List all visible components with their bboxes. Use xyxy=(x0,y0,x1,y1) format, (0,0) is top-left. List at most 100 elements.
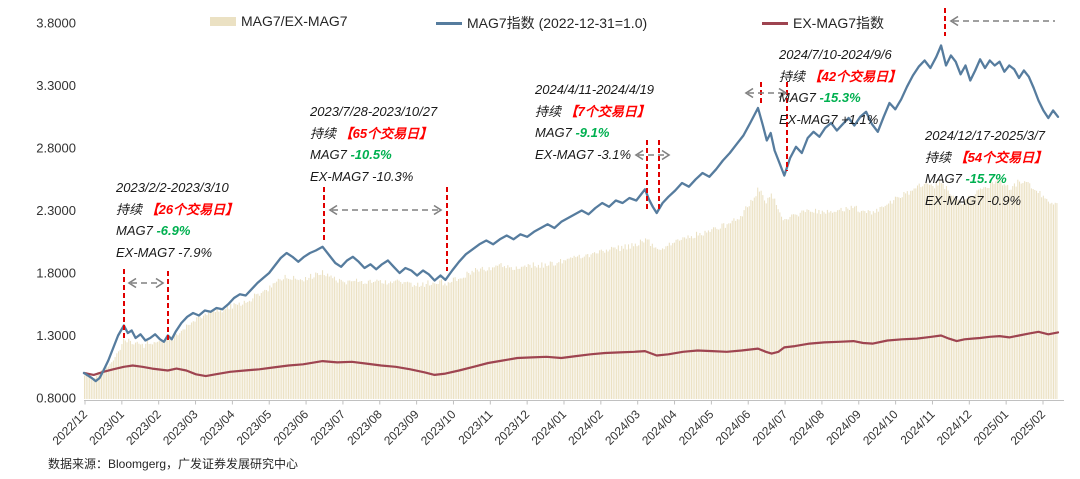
ratio-bar xyxy=(407,281,409,399)
ratio-bar xyxy=(1020,183,1022,399)
x-tick-label: 2023/09 xyxy=(381,407,422,448)
ratio-bar xyxy=(638,245,640,399)
x-tick-label: 2023/07 xyxy=(307,407,348,448)
ratio-bar xyxy=(594,252,596,399)
ratio-bar xyxy=(388,283,390,399)
ratio-bar xyxy=(690,236,692,399)
ratio-bar xyxy=(893,200,895,399)
ratio-bar xyxy=(578,254,580,399)
ratio-bar xyxy=(274,282,276,399)
ratio-bar xyxy=(706,232,708,399)
ratio-bar xyxy=(641,241,643,399)
ratio-bar xyxy=(718,229,720,399)
ratio-bar xyxy=(687,235,689,399)
arrowhead-left xyxy=(127,277,137,289)
ratio-bar xyxy=(551,261,553,399)
ratio-bar xyxy=(747,207,749,399)
ratio-bar xyxy=(308,277,310,399)
arrowhead-right xyxy=(778,87,788,99)
ratio-bar xyxy=(769,197,771,399)
ratio-bar xyxy=(469,274,471,399)
ratio-bar xyxy=(855,205,857,399)
ratio-bar xyxy=(514,269,516,399)
ratio-bar xyxy=(395,280,397,399)
ratio-bar xyxy=(97,371,99,399)
ratio-bar xyxy=(367,280,369,399)
ratio-bar xyxy=(684,237,686,399)
ratio-bar xyxy=(832,212,834,399)
legend-mag7-line-swatch xyxy=(436,21,462,25)
ratio-bar xyxy=(281,280,283,399)
x-tick-label: 2023/02 xyxy=(123,407,164,448)
ratio-bar xyxy=(645,238,647,399)
ratio-bar xyxy=(894,196,896,399)
ratio-bar xyxy=(791,214,793,399)
ratio-bar xyxy=(208,310,210,399)
ratio-bar xyxy=(429,285,431,399)
ratio-bar xyxy=(979,188,981,399)
ratio-bar xyxy=(988,188,990,399)
x-tick-label: 2023/10 xyxy=(418,407,459,448)
ratio-bar xyxy=(517,268,519,399)
ratio-bar xyxy=(673,242,675,399)
ratio-bar xyxy=(609,249,611,399)
ratio-bar xyxy=(986,188,988,399)
ratio-bar xyxy=(786,219,788,399)
ratio-bar xyxy=(794,214,796,399)
ratio-bar xyxy=(383,283,385,399)
y-tick-label: 2.3000 xyxy=(36,203,76,218)
ratio-bar xyxy=(646,239,648,399)
ratio-bar xyxy=(146,340,148,399)
ratio-bar xyxy=(536,267,538,399)
ratio-bar xyxy=(1007,184,1009,399)
ratio-bar xyxy=(233,303,235,399)
ratio-bar xyxy=(777,209,779,399)
ratio-bar xyxy=(565,260,567,399)
ratio-bar xyxy=(541,262,543,399)
ratio-bar xyxy=(877,211,879,399)
ratio-bar xyxy=(801,210,803,399)
ratio-bar xyxy=(833,211,835,399)
ratio-bar xyxy=(813,212,815,399)
ratio-bar xyxy=(883,207,885,399)
ratio-bar xyxy=(840,207,842,399)
ratio-bar xyxy=(665,246,667,399)
arrowhead-left xyxy=(328,204,338,216)
ratio-bar xyxy=(918,183,920,399)
ratio-bar xyxy=(165,338,167,399)
ratio-bar xyxy=(509,267,511,399)
ratio-bar xyxy=(719,228,721,399)
ratio-bar xyxy=(735,220,737,399)
ratio-bar xyxy=(452,277,454,399)
ratio-bar xyxy=(141,343,143,399)
ratio-bar xyxy=(983,187,985,399)
ratio-bar xyxy=(1046,198,1048,399)
ratio-bar xyxy=(866,213,868,399)
ratio-bar xyxy=(299,279,301,399)
ratio-bar xyxy=(194,321,196,399)
ratio-bar xyxy=(446,285,448,399)
ratio-bar xyxy=(412,286,414,399)
ratio-bar xyxy=(721,223,723,399)
ratio-bar xyxy=(685,238,687,399)
ratio-bar xyxy=(339,278,341,399)
ratio-bar xyxy=(993,183,995,399)
x-tick-label: 2024/06 xyxy=(713,407,754,448)
ratio-bar xyxy=(838,209,840,399)
ratio-bar xyxy=(733,218,735,399)
ratio-bar xyxy=(917,185,919,399)
ratio-bar xyxy=(206,315,208,399)
ratio-bar xyxy=(633,246,635,399)
ratio-bar xyxy=(216,309,218,399)
ratio-bar xyxy=(1000,180,1002,399)
ratio-bar xyxy=(891,203,893,399)
y-tick-label: 3.3000 xyxy=(36,78,76,93)
ratio-bar xyxy=(114,357,116,399)
ratio-bar xyxy=(820,214,822,399)
ratio-bar xyxy=(435,283,437,399)
ratio-bar xyxy=(770,193,772,399)
ratio-bar xyxy=(121,344,123,399)
ratio-bar xyxy=(755,196,757,399)
ratio-bar xyxy=(1044,198,1046,399)
